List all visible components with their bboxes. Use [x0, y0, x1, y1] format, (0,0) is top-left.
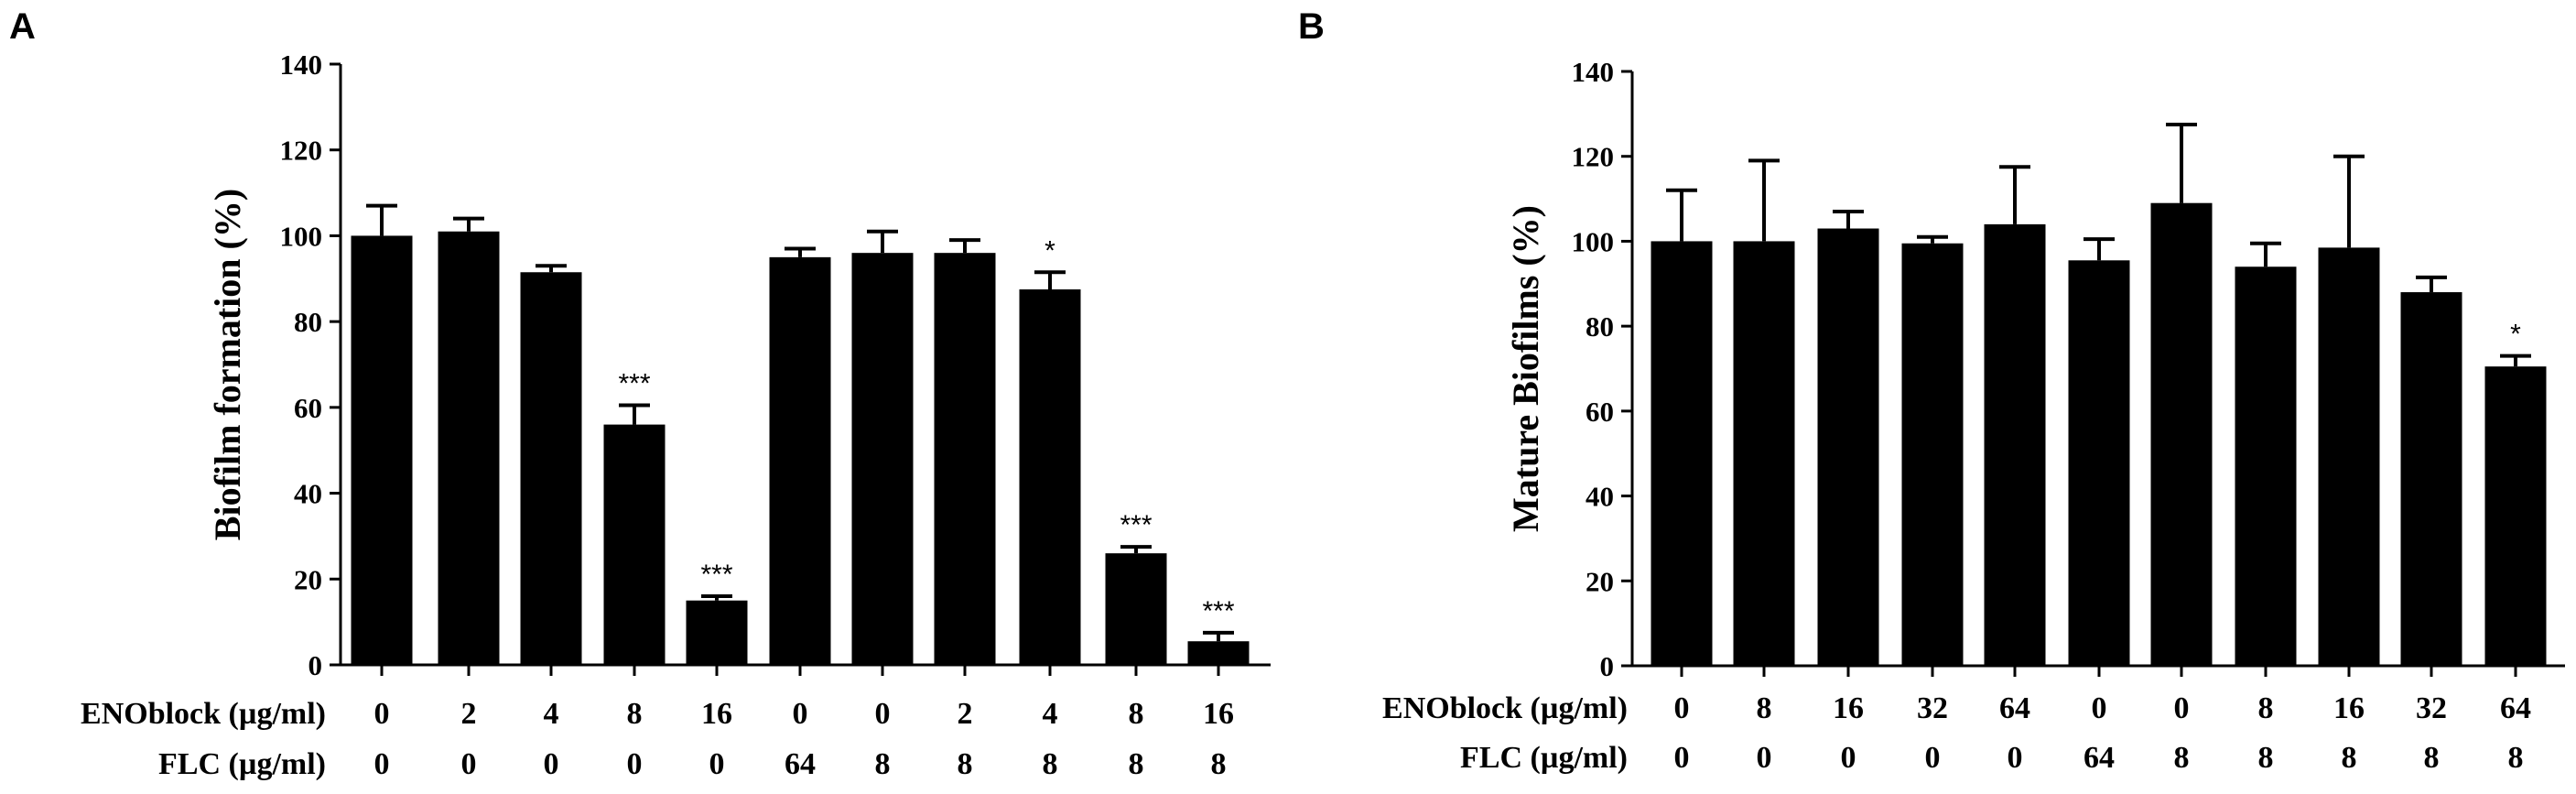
condition-value: 32 — [2416, 691, 2447, 725]
y-tick-label: 140 — [280, 49, 323, 81]
y-axis-title: Biofilm formation (%) — [207, 189, 248, 540]
condition-value: 0 — [374, 747, 390, 781]
condition-row-label: FLC (µg/ml) — [158, 747, 326, 781]
y-tick-label: 80 — [1586, 310, 1614, 343]
bar — [603, 424, 666, 665]
condition-value: 0 — [875, 697, 891, 731]
condition-value: 8 — [2342, 741, 2357, 775]
condition-value: 32 — [1917, 691, 1948, 725]
y-tick-label: 100 — [1572, 225, 1615, 257]
y-tick-label: 40 — [294, 478, 322, 510]
condition-value: 0 — [461, 747, 477, 781]
condition-value: 8 — [627, 697, 643, 731]
condition-value: 8 — [1129, 697, 1144, 731]
condition-row-label: ENOblock (µg/ml) — [81, 697, 326, 731]
y-tick-label: 140 — [1572, 56, 1615, 88]
condition-value: 2 — [461, 697, 477, 731]
y-tick-label: 0 — [308, 649, 323, 681]
condition-value: 4 — [544, 697, 559, 731]
y-axis-title: Mature Biofilms (%) — [1505, 205, 1546, 532]
bar — [2484, 366, 2547, 666]
condition-value: 8 — [2508, 741, 2524, 775]
condition-value: 8 — [2174, 741, 2190, 775]
condition-value: 16 — [1203, 697, 1234, 731]
y-tick-label: 20 — [294, 563, 322, 595]
significance-label: *** — [700, 560, 732, 590]
condition-row-label: FLC (µg/ml) — [1460, 741, 1628, 775]
condition-value: 16 — [701, 697, 732, 731]
condition-value: 8 — [2424, 741, 2440, 775]
bar — [1651, 241, 1713, 666]
condition-value: 8 — [1757, 691, 1772, 725]
condition-value: 8 — [875, 747, 891, 781]
condition-value: 64 — [2084, 741, 2115, 775]
condition-value: 8 — [2258, 741, 2274, 775]
panel-letter: B — [1298, 6, 1325, 47]
bar — [1733, 241, 1795, 666]
bar — [2150, 202, 2213, 666]
bar — [2235, 266, 2297, 666]
significance-label: * — [2510, 320, 2521, 350]
condition-value: 2 — [958, 697, 973, 731]
y-tick-label: 20 — [1586, 565, 1614, 597]
bar — [1105, 553, 1167, 665]
condition-value: 8 — [1211, 747, 1227, 781]
significance-label: * — [1044, 235, 1055, 266]
panel-letter: A — [9, 6, 36, 47]
condition-value: 64 — [785, 747, 816, 781]
condition-value: 64 — [1999, 691, 2030, 725]
condition-value: 0 — [1841, 741, 1856, 775]
condition-value: 0 — [627, 747, 643, 781]
condition-value: 8 — [958, 747, 973, 781]
condition-row-label: ENOblock (µg/ml) — [1382, 691, 1628, 725]
bar — [1901, 243, 1964, 666]
bar — [2068, 260, 2130, 666]
bar — [1984, 223, 2046, 666]
condition-value: 0 — [2008, 741, 2023, 775]
y-tick-label: 120 — [1572, 141, 1615, 173]
condition-value: 8 — [1129, 747, 1144, 781]
condition-value: 0 — [2092, 691, 2107, 725]
y-tick-label: 0 — [1600, 650, 1615, 682]
condition-value: 0 — [1757, 741, 1772, 775]
condition-value: 0 — [2174, 691, 2190, 725]
condition-value: 0 — [1674, 691, 1690, 725]
y-tick-label: 40 — [1586, 481, 1614, 513]
condition-value: 16 — [2333, 691, 2365, 725]
y-tick-label: 60 — [1586, 396, 1614, 428]
condition-value: 8 — [2258, 691, 2274, 725]
condition-value: 0 — [1925, 741, 1941, 775]
y-tick-label: 80 — [294, 306, 322, 338]
bar — [686, 600, 748, 665]
condition-value: 0 — [793, 697, 808, 731]
significance-label: *** — [1202, 596, 1234, 626]
condition-value: 0 — [544, 747, 559, 781]
condition-value: 0 — [709, 747, 725, 781]
y-tick-label: 60 — [294, 392, 322, 424]
bar — [1187, 641, 1250, 665]
condition-value: 4 — [1043, 697, 1058, 731]
bar — [520, 272, 582, 665]
bar — [1817, 228, 1879, 666]
condition-value: 8 — [1043, 747, 1058, 781]
bar — [351, 235, 413, 665]
bar — [2318, 247, 2380, 666]
bar — [1019, 289, 1081, 665]
condition-value: 0 — [1674, 741, 1690, 775]
y-tick-label: 120 — [280, 135, 323, 167]
bar — [769, 256, 831, 665]
condition-value: 16 — [1833, 691, 1864, 725]
bar — [851, 253, 914, 665]
bar — [2400, 292, 2462, 666]
significance-label: *** — [618, 369, 650, 399]
condition-value: 0 — [374, 697, 390, 731]
y-tick-label: 100 — [280, 220, 323, 252]
condition-value: 64 — [2500, 691, 2531, 725]
bar — [934, 253, 996, 665]
bar — [438, 231, 500, 665]
significance-label: *** — [1120, 510, 1152, 540]
